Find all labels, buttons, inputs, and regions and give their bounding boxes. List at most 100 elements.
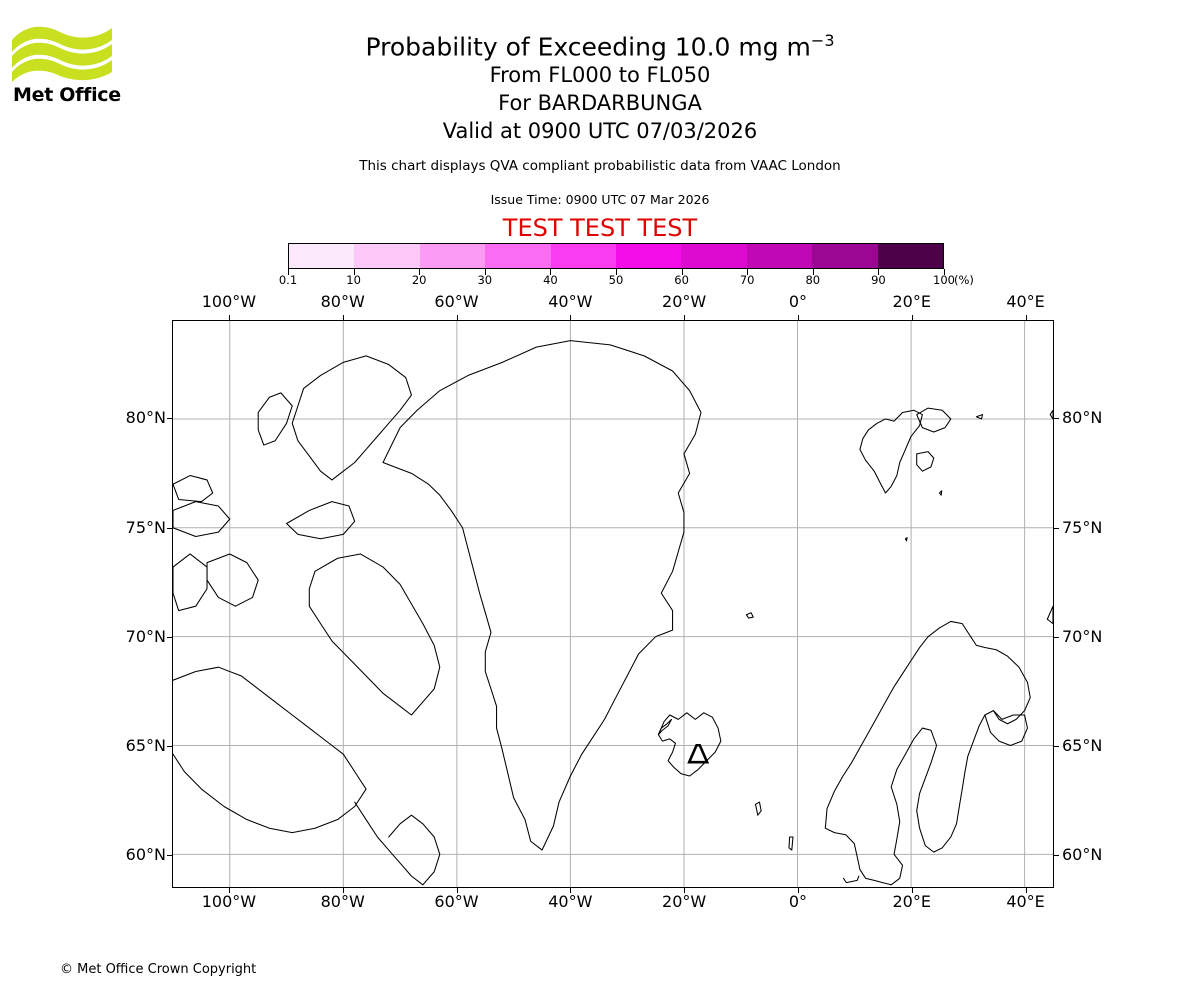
lon-label-bottom-0: 100°W [201,892,257,911]
lat-label-right-3: 65°N [1062,736,1103,755]
lon-label-bottom-1: 80°W [320,892,365,911]
colorbar-segment-9 [877,244,944,268]
colorbar-tick-label-6: 60 [674,273,689,287]
colorbar-tick-label-7: 70 [739,273,755,287]
coastline-path-19 [938,490,943,496]
colorbar-tick-10 [944,269,945,275]
colorbar-tick-8 [812,269,814,275]
coastline-path-3 [286,501,356,540]
lon-tick-top-0 [228,315,230,320]
colorbar-tick-6 [681,269,683,275]
map-gridlines [173,321,1053,887]
coastline-path-4 [308,553,441,716]
lon-tick-top-3 [570,315,572,320]
met-office-logo-text: Met Office [13,84,121,106]
coastline-path-22 [984,710,1028,747]
colorbar-segment-5 [616,244,682,268]
page-title-text: Probability of Exceeding 10.0 mg m [365,32,811,62]
colorbar-segment-3 [485,244,551,268]
coastline-path-0 [382,340,702,851]
lon-label-top-1: 80°W [320,292,365,311]
lat-tick-right-3 [1054,746,1059,747]
coastline-path-16 [916,407,952,433]
coastline-path-14 [745,612,754,619]
lat-label-right-0: 80°N [1062,408,1103,428]
met-office-logo: Met Office [10,22,121,114]
lon-label-bottom-6: 20°E [892,892,931,911]
lon-label-bottom-2: 60°W [434,892,479,911]
colorbar: 0.1 10 20 30 40 50 60 70 80 90 100 (%) [279,243,974,287]
lon-label-bottom-7: 40°E [1006,892,1045,911]
page-title: Probability of Exceeding 10.0 mg m−3 [0,26,1200,62]
lat-tick-left-1 [167,527,172,529]
colorbar-segment-7 [746,244,813,268]
lon-tick-bottom-1 [342,888,344,893]
flight-level-line: From FL000 to FL050 [489,63,711,87]
qva-note: This chart displays QVA compliant probab… [359,158,841,174]
colorbar-segment-2 [419,244,486,268]
lat-label-left-3: 65°N [125,736,166,755]
colorbar-tick-0 [288,269,289,275]
colorbar-segment-6 [681,244,747,268]
copyright-text: © Met Office Crown Copyright [60,962,257,977]
colorbar-segment-8 [812,244,878,268]
colorbar-tick-2 [419,269,421,275]
lat-label-right-1: 75°N [1062,517,1103,537]
colorbar-tick-label-8: 80 [805,273,821,287]
map-plot-area[interactable] [172,320,1054,888]
page-title-exponent: −3 [810,31,835,50]
lon-label-top-4: 20°W [662,292,707,311]
lon-tick-bottom-4 [684,888,686,893]
lat-tick-right-1 [1054,527,1059,529]
lat-tick-left-4 [167,855,172,857]
lon-tick-bottom-0 [228,888,230,893]
lon-tick-bottom-5 [797,888,799,893]
lon-tick-top-5 [797,315,799,320]
coastline-path-18 [975,414,984,420]
lon-label-top-5: 0° [788,292,808,311]
lon-label-top-0: 100°W [201,292,257,311]
coastline-path-11 [388,814,441,886]
colorbar-tick-label-3: 30 [477,273,493,287]
lat-label-right-2: 70°N [1062,626,1103,646]
colorbar-tick-label-0: 0.1 [278,273,298,287]
lat-tick-right-4 [1054,855,1059,857]
coastline-path-2 [257,392,293,446]
lat-label-left-2: 70°N [125,626,166,646]
colorbar-tick-label-2: 20 [411,273,427,287]
coastline-path-26 [842,875,860,884]
coastline-path-15 [859,409,923,494]
lon-tick-top-4 [684,315,686,320]
colorbar-segment-0 [289,244,355,268]
coastline-path-24 [754,801,762,816]
lon-tick-bottom-7 [1025,888,1027,893]
map-canvas [173,321,1053,887]
coastline-path-8 [173,475,214,503]
volcano-triangle-icon [687,743,710,764]
colorbar-tick-label-4: 40 [543,273,558,287]
coastline-path-9 [173,666,367,834]
lon-tick-top-2 [456,315,458,320]
lat-label-left-1: 75°N [125,517,166,537]
coastline-path-23 [1046,605,1053,625]
lat-tick-right-2 [1054,636,1059,638]
colorbar-tick-label-1: 10 [346,273,361,287]
colorbar-segment-1 [354,244,420,268]
coastline-path-5 [206,553,259,607]
lat-tick-right-0 [1054,418,1059,420]
colorbar-tick-labels: 0.1 10 20 30 40 50 60 70 80 90 100 [279,273,955,289]
lon-label-top-3: 40°W [548,292,593,311]
colorbar-segment-4 [550,244,617,268]
coastline-path-12 [657,712,722,777]
colorbar-tick-label-5: 50 [608,273,624,287]
lon-label-bottom-5: 0° [788,892,808,911]
colorbar-ticks [288,269,945,276]
coastline-path-21 [824,620,1031,886]
lon-tick-bottom-6 [911,888,913,893]
test-banner: TEST TEST TEST [502,214,698,242]
coastline-path-1 [291,355,412,481]
lat-tick-left-0 [167,418,172,420]
lat-tick-left-3 [167,746,172,747]
map-coastlines [173,340,1053,886]
coastline-path-25 [788,836,794,851]
